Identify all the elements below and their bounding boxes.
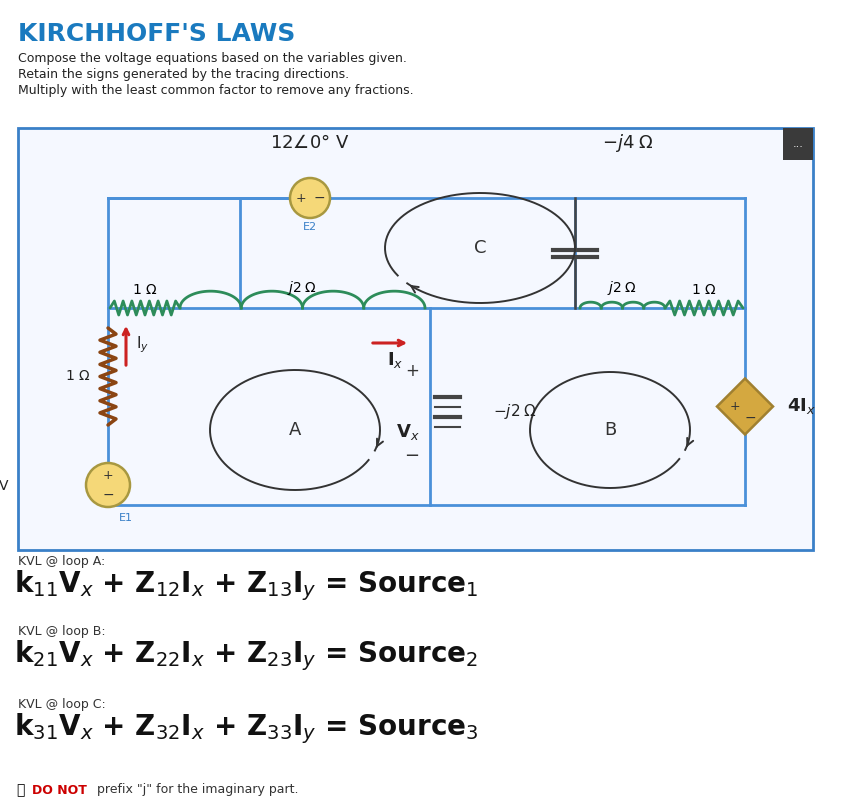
Text: +: + bbox=[296, 191, 307, 204]
Text: k$_{21}$V$_x$ + Z$_{22}$I$_x$ + Z$_{23}$I$_y$ = Source$_2$: k$_{21}$V$_x$ + Z$_{22}$I$_x$ + Z$_{23}$… bbox=[14, 638, 478, 672]
Text: Multiply with the least common factor to remove any fractions.: Multiply with the least common factor to… bbox=[18, 84, 413, 97]
Text: $\mathbf{V}_x$: $\mathbf{V}_x$ bbox=[396, 421, 420, 441]
Text: 1 $\Omega$: 1 $\Omega$ bbox=[691, 283, 717, 297]
Text: KVL @ loop B:: KVL @ loop B: bbox=[18, 625, 106, 638]
Text: E2: E2 bbox=[303, 222, 317, 232]
Text: 💡: 💡 bbox=[16, 783, 25, 797]
Text: +: + bbox=[102, 469, 113, 482]
Circle shape bbox=[86, 463, 130, 507]
Text: 1 $\Omega$: 1 $\Omega$ bbox=[65, 370, 91, 383]
Text: $-j4\;\Omega$: $-j4\;\Omega$ bbox=[602, 132, 654, 154]
Circle shape bbox=[290, 178, 330, 218]
Text: 4$\mathbf{I}_x$: 4$\mathbf{I}_x$ bbox=[787, 396, 816, 416]
Polygon shape bbox=[717, 378, 773, 434]
Bar bbox=[18, 128, 813, 550]
Text: DO NOT: DO NOT bbox=[32, 784, 87, 797]
Text: C: C bbox=[473, 239, 486, 257]
Text: −: − bbox=[404, 448, 419, 466]
Text: −: − bbox=[745, 411, 756, 424]
Text: 1 $\Omega$: 1 $\Omega$ bbox=[132, 283, 158, 297]
Text: $j2\;\Omega$: $j2\;\Omega$ bbox=[287, 279, 318, 297]
Text: KVL @ loop C:: KVL @ loop C: bbox=[18, 698, 106, 711]
Text: KIRCHHOFF'S LAWS: KIRCHHOFF'S LAWS bbox=[18, 22, 296, 46]
Text: $\mathbf{I}_x$: $\mathbf{I}_x$ bbox=[387, 350, 403, 370]
Text: KVL @ loop A:: KVL @ loop A: bbox=[18, 555, 105, 568]
Text: prefix "j" for the imaginary part.: prefix "j" for the imaginary part. bbox=[93, 784, 298, 797]
Text: Retain the signs generated by the tracing directions.: Retain the signs generated by the tracin… bbox=[18, 68, 349, 81]
Text: B: B bbox=[604, 421, 616, 439]
Text: I$_y$: I$_y$ bbox=[136, 335, 149, 355]
Text: +: + bbox=[730, 400, 740, 413]
Text: 4$\angle$90° V: 4$\angle$90° V bbox=[0, 478, 10, 492]
Text: −: − bbox=[102, 488, 113, 502]
Text: E1: E1 bbox=[119, 513, 133, 523]
Text: $-j2\;\Omega$: $-j2\;\Omega$ bbox=[493, 402, 537, 421]
Text: k$_{11}$V$_x$ + Z$_{12}$I$_x$ + Z$_{13}$I$_y$ = Source$_1$: k$_{11}$V$_x$ + Z$_{12}$I$_x$ + Z$_{13}$… bbox=[14, 568, 479, 603]
Text: Compose the voltage equations based on the variables given.: Compose the voltage equations based on t… bbox=[18, 52, 407, 65]
Text: +: + bbox=[405, 362, 419, 380]
Bar bbox=[783, 128, 813, 160]
Text: A: A bbox=[289, 421, 302, 439]
Text: ...: ... bbox=[793, 139, 804, 149]
Text: $j2\;\Omega$: $j2\;\Omega$ bbox=[607, 279, 638, 297]
Text: 12$\angle$0° V: 12$\angle$0° V bbox=[270, 134, 350, 152]
Text: −: − bbox=[313, 191, 324, 205]
Text: k$_{31}$V$_x$ + Z$_{32}$I$_x$ + Z$_{33}$I$_y$ = Source$_3$: k$_{31}$V$_x$ + Z$_{32}$I$_x$ + Z$_{33}$… bbox=[14, 711, 479, 746]
